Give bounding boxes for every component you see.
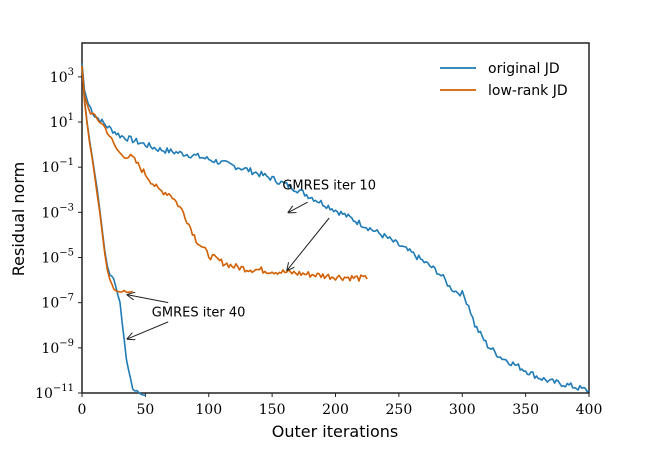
y-tick-label: 10−1: [41, 157, 74, 176]
y-tick-label: 101: [50, 112, 74, 131]
x-tick-label: 50: [136, 402, 154, 418]
x-tick-label: 100: [195, 402, 222, 418]
x-tick-label: 350: [512, 402, 539, 418]
y-tick-label: 10−5: [41, 248, 74, 267]
y-tick-label: 10−7: [41, 293, 74, 312]
x-tick-label: 200: [322, 402, 349, 418]
legend-label: original JD: [488, 61, 560, 77]
series-layer: [81, 63, 590, 397]
y-tick-label: 103: [50, 67, 74, 86]
series-line: [81, 63, 590, 393]
series-line: [81, 65, 133, 294]
legend-label: low-rank JD: [488, 83, 568, 99]
x-axis-label: Outer iterations: [272, 422, 398, 441]
annotation-text: GMRES iter 10: [282, 179, 376, 194]
y-tick-label: 10−3: [41, 202, 74, 221]
x-tick-label: 150: [259, 402, 286, 418]
annotation-arrow: [128, 295, 169, 304]
annotation-arrow: [128, 321, 169, 339]
x-tick-label: 250: [386, 402, 413, 418]
y-tick-label: 10−11: [35, 383, 74, 402]
x-tick-label: 300: [449, 402, 476, 418]
x-tick-label: 0: [78, 402, 87, 418]
annotation-arrow: [289, 201, 308, 212]
annotation-arrow: [287, 217, 330, 270]
annotation-text: GMRES iter 40: [152, 306, 246, 321]
x-tick-label: 400: [576, 402, 603, 418]
annotations: GMRES iter 10 GMRES iter 40: [128, 179, 376, 339]
plot-area: 0 50 100 150 200 250 300 350 400 103 101 10−1 10−3 10…: [35, 42, 603, 418]
y-axis-label: Residual norm: [9, 162, 28, 276]
series-line: [81, 65, 368, 282]
y-tick-label: 10−9: [41, 338, 74, 357]
legend: original JD low-rank JD: [440, 61, 568, 99]
